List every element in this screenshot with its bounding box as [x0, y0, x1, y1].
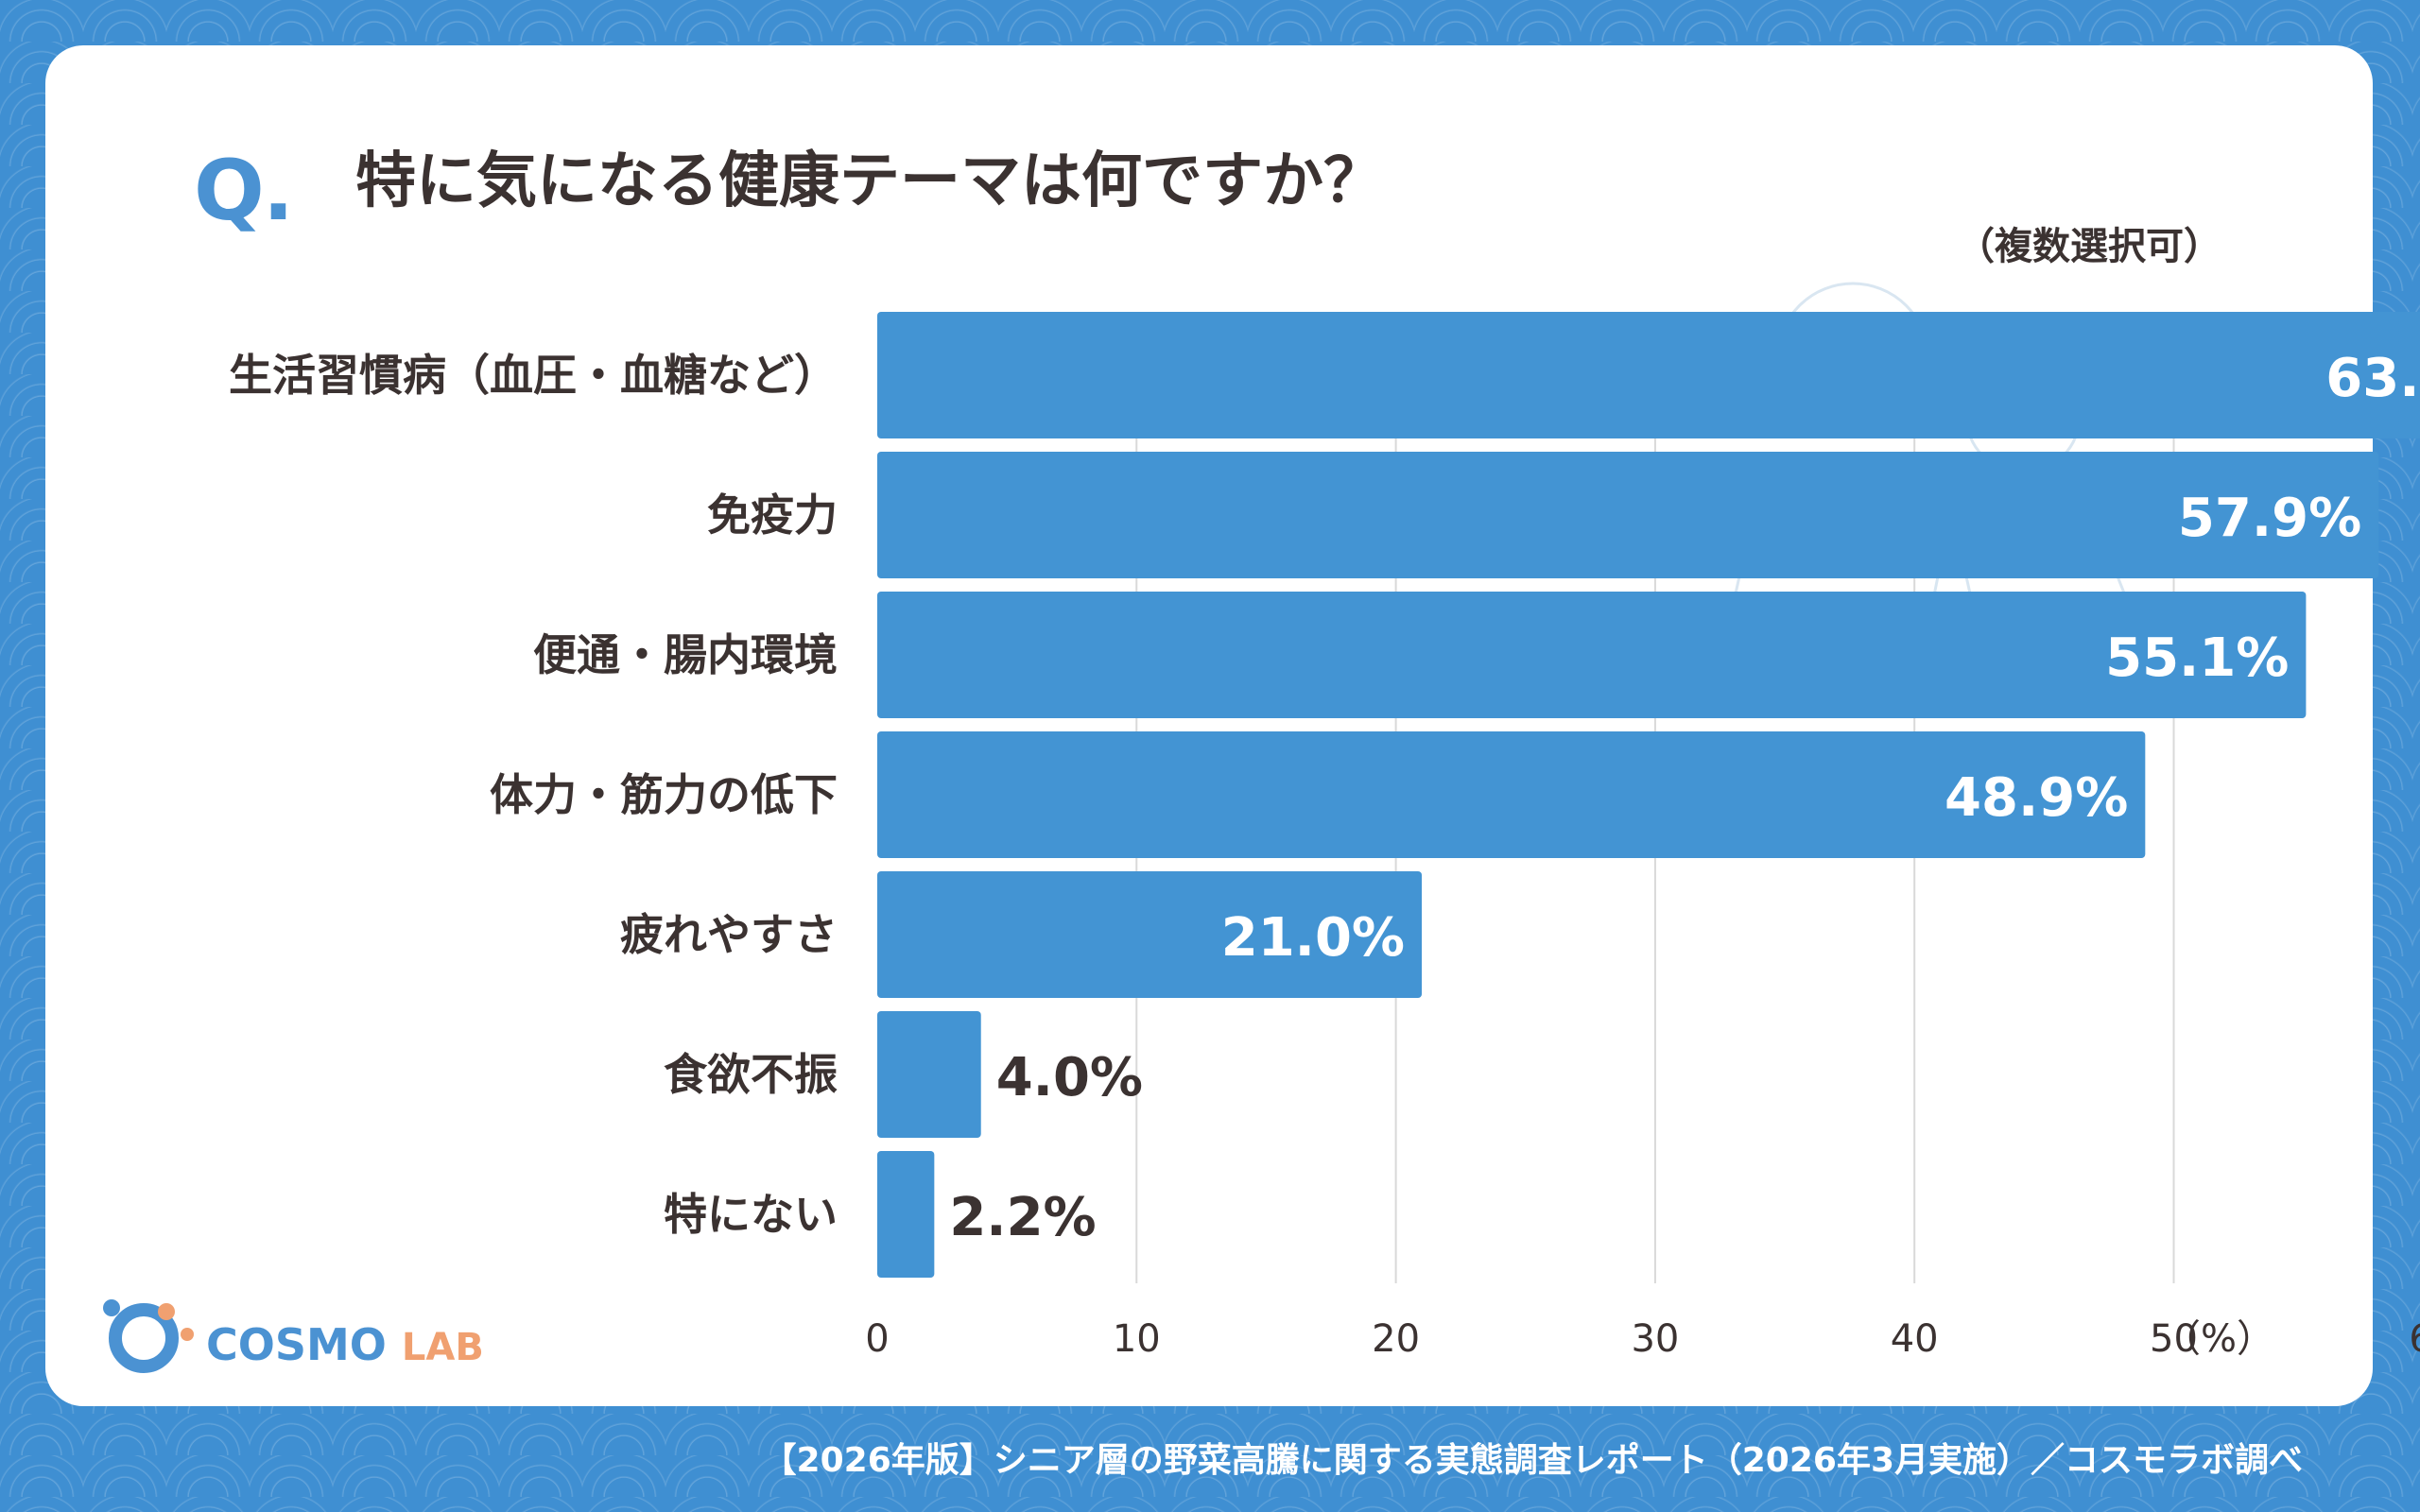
category-label: 便通・腸内環境: [533, 629, 838, 680]
value-label: 2.2%: [949, 1187, 1096, 1248]
value-labels: 63.6% 57.9% 55.1% 48.9% 21.0% 4.0% 2.2%: [949, 348, 2420, 1248]
category-label: 疲れやすさ: [620, 909, 838, 960]
footer-source: 【2026年版】シニア層の野菜高騰に関する実態調査レポート（2026年3月実施）…: [762, 1441, 2303, 1480]
bars: [877, 312, 2420, 1278]
value-label: 48.9%: [1945, 767, 2128, 829]
category-label: 生活習慣病（血圧・血糖など）: [229, 350, 838, 401]
cosmo-lab-logo: [103, 1299, 194, 1373]
logo-circle-icon: [109, 1303, 179, 1373]
value-label: 4.0%: [996, 1047, 1143, 1108]
category-label: 特にない: [664, 1189, 838, 1240]
bar: [877, 871, 1423, 998]
multiple-choice-note: （複数選択可）: [1957, 225, 2221, 268]
x-tick-label: 50: [2150, 1317, 2198, 1361]
logo-text-sub: LAB: [401, 1326, 484, 1369]
question-mark: Q.: [194, 142, 294, 239]
x-tick-label: 40: [1891, 1317, 1939, 1361]
category-label: 食欲不振: [664, 1049, 838, 1100]
x-axis-unit: （%）: [2163, 1317, 2274, 1361]
x-tick-label: 60: [2409, 1317, 2420, 1361]
value-label: 55.1%: [2105, 627, 2289, 689]
x-tick-label: 0: [865, 1317, 889, 1361]
category-label: 体力・筋力の低下: [490, 769, 838, 820]
logo-dot-icon: [103, 1299, 120, 1316]
x-axis-ticks: 010203040506070: [865, 1317, 2420, 1361]
logo-text-main: COSMO: [206, 1319, 387, 1370]
bar: [877, 312, 2420, 438]
bar: [877, 731, 2146, 858]
logo-text: COSMO LAB: [206, 1319, 484, 1370]
value-label: 57.9%: [2178, 488, 2361, 549]
x-tick-label: 10: [1113, 1317, 1161, 1361]
logo-dot-orange-icon: [158, 1303, 175, 1320]
value-label: 63.6%: [2325, 348, 2420, 409]
content-card: [45, 45, 2373, 1406]
chart-title: 特に気になる健康テーマは何ですか？: [355, 146, 1384, 216]
category-label: 免疫力: [707, 490, 838, 541]
value-label: 21.0%: [1221, 907, 1405, 969]
x-tick-label: 30: [1631, 1317, 1679, 1361]
bar: [877, 1151, 935, 1278]
category-labels: 生活習慣病（血圧・血糖など） 免疫力便通・腸内環境体力・筋力の低下疲れやすさ食欲不…: [229, 350, 838, 1240]
logo-dot-orange-small-icon: [181, 1328, 194, 1341]
bar: [877, 452, 2379, 578]
bar: [877, 1011, 981, 1138]
bar: [877, 592, 2307, 718]
x-tick-label: 20: [1372, 1317, 1420, 1361]
